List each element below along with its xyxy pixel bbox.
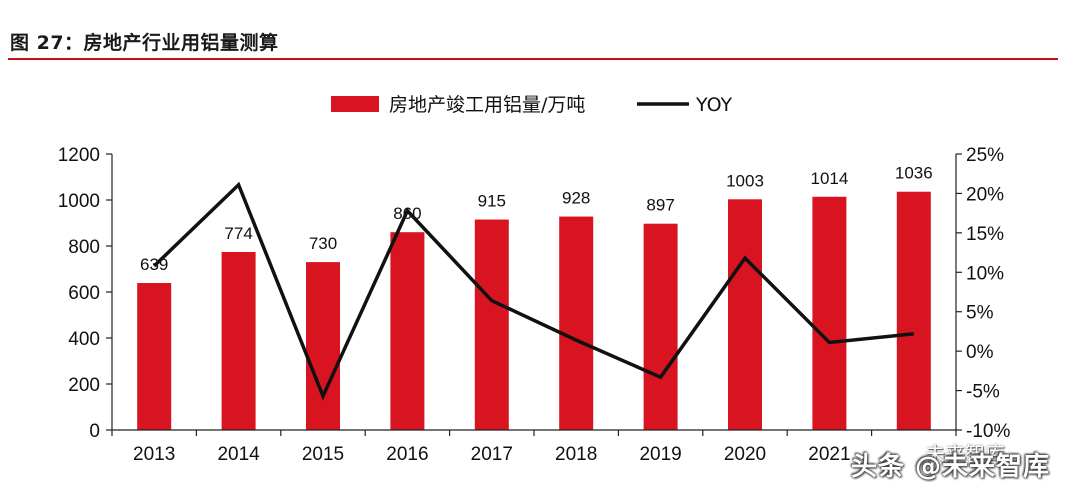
right-tick-label--5: -5% bbox=[966, 382, 1000, 403]
watermark: 头条 @未来智库 bbox=[851, 452, 1051, 482]
right-tick-label-10: 10% bbox=[966, 263, 1004, 284]
data-label-2017: 915 bbox=[478, 192, 506, 211]
left-tick-label-200: 200 bbox=[68, 375, 100, 396]
data-label-2018: 928 bbox=[562, 189, 590, 208]
right-tick-label-0: 0% bbox=[966, 342, 994, 363]
bar-2016 bbox=[390, 232, 425, 430]
left-tick-label-0: 0 bbox=[89, 421, 100, 442]
line-layer bbox=[152, 181, 914, 401]
left-tick-label-1000: 1000 bbox=[58, 191, 100, 212]
figure-title: 图 27：房地产行业用铝量测算 bbox=[10, 32, 279, 54]
title-divider bbox=[8, 58, 1058, 60]
right-tick-label--10: -10% bbox=[966, 421, 1010, 442]
right-tick-label-20: 20% bbox=[966, 184, 1004, 205]
legend-line-label: YOY bbox=[695, 94, 732, 116]
data-labels-layer: 639 774 730 860 915 928 897 1003 1014 1036 bbox=[140, 164, 933, 274]
x-tick-label-2014: 2014 bbox=[217, 444, 260, 465]
left-tick-label-800: 800 bbox=[68, 237, 100, 258]
data-label-2015: 730 bbox=[309, 234, 337, 253]
bar-2021 bbox=[812, 196, 847, 430]
data-label-2022: 1036 bbox=[895, 164, 933, 183]
legend-bar-swatch bbox=[331, 96, 379, 112]
x-tick-label-2013: 2013 bbox=[133, 444, 175, 465]
left-tick-label-400: 400 bbox=[68, 329, 100, 350]
data-label-2013: 639 bbox=[140, 255, 168, 274]
x-tick-label-2017: 2017 bbox=[471, 444, 513, 465]
bar-2014 bbox=[221, 251, 256, 430]
x-tick-label-2020: 2020 bbox=[724, 444, 766, 465]
right-tick-label-25: 25% bbox=[966, 145, 1004, 166]
left-tick-label-1200: 1200 bbox=[58, 145, 100, 166]
data-label-2014: 774 bbox=[224, 224, 252, 243]
legend-bar-label: 房地产竣工用铝量/万吨 bbox=[389, 94, 585, 116]
bars-layer bbox=[137, 191, 931, 430]
x-tick-label-2016: 2016 bbox=[386, 444, 428, 465]
bar-2022 bbox=[896, 191, 931, 430]
right-tick-label-5: 5% bbox=[966, 303, 994, 324]
yoy-line bbox=[152, 181, 914, 401]
data-label-2021: 1014 bbox=[810, 169, 848, 188]
x-tick-label-2021: 2021 bbox=[808, 444, 850, 465]
legend: 房地产竣工用铝量/万吨 YOY bbox=[331, 94, 732, 116]
right-tick-label-15: 15% bbox=[966, 224, 1004, 245]
axes-layer: 0 200 400 600 800 1000 1200 -10% -5% 0% 5% 10% 15% 20… bbox=[58, 145, 1011, 465]
bar-2013 bbox=[137, 283, 172, 430]
bar-2018 bbox=[559, 216, 594, 430]
data-label-2020: 1003 bbox=[726, 171, 764, 190]
data-label-2019: 897 bbox=[646, 196, 674, 215]
bar-2020 bbox=[728, 199, 762, 430]
bar-2015 bbox=[306, 262, 340, 430]
x-tick-label-2015: 2015 bbox=[302, 444, 344, 465]
x-tick-label-2019: 2019 bbox=[639, 444, 681, 465]
left-tick-label-600: 600 bbox=[68, 283, 100, 304]
x-tick-label-2018: 2018 bbox=[555, 444, 597, 465]
watermark-small: 未来智库 bbox=[925, 442, 1005, 466]
bar-2017 bbox=[474, 219, 509, 430]
bar-2019 bbox=[643, 223, 678, 430]
data-label-2016: 860 bbox=[393, 204, 421, 223]
